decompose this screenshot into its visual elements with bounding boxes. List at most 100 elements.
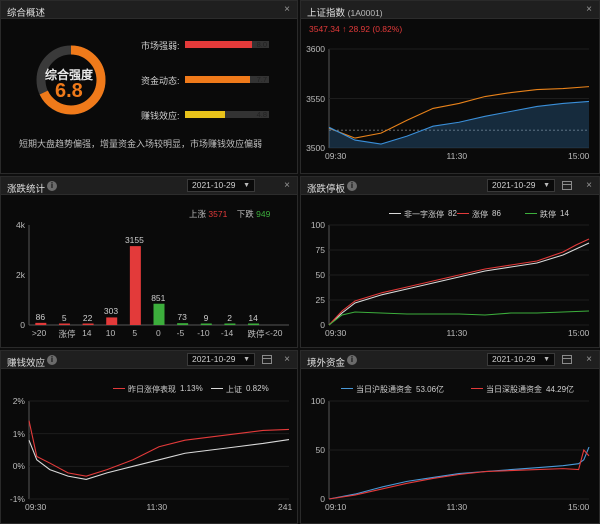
close-icon[interactable]: × bbox=[586, 354, 592, 365]
stats-title: 涨跌统计 bbox=[7, 184, 46, 195]
metric-label: 赚钱效应: bbox=[141, 111, 180, 121]
stats-header: 涨跌统计 i 2021-10-29 ▼ × bbox=[1, 177, 297, 195]
x-tick-label: 09:10 bbox=[325, 502, 347, 512]
x-tick-label: 09:30 bbox=[325, 151, 347, 161]
series-line bbox=[328, 310, 590, 326]
x-tick-label: -5 bbox=[176, 328, 185, 338]
y-tick-label: 100 bbox=[310, 220, 325, 230]
up-count: 3571 bbox=[208, 209, 228, 219]
close-icon[interactable]: × bbox=[586, 180, 592, 191]
profit-panel: 赚钱效应 i 2021-10-29 ▼ × 昨日涨停表现 1.13% 上证 0.82%… bbox=[0, 350, 298, 524]
legend-swatch bbox=[389, 213, 401, 214]
x-tick-label: 5 bbox=[132, 328, 138, 338]
y-tick-label: 4k bbox=[16, 220, 25, 230]
x-tick-label: 11:30 bbox=[446, 502, 468, 512]
down-label: 下跌 bbox=[236, 209, 254, 219]
y-tick-label: 0 bbox=[320, 494, 325, 504]
close-icon[interactable]: × bbox=[284, 180, 290, 191]
legend-name: 跌停 bbox=[540, 210, 556, 219]
legend-name: 昨日涨停表现 bbox=[128, 385, 176, 394]
bar-value-label: 73 bbox=[177, 312, 187, 323]
y-tick-label: 50 bbox=[315, 445, 325, 455]
bar-value-label: 22 bbox=[82, 312, 93, 323]
overview-header: 综合概述 × bbox=[1, 1, 297, 19]
x-tick-label: 241 bbox=[278, 502, 293, 512]
x-tick-label: 15:00 bbox=[568, 328, 590, 338]
bar bbox=[248, 323, 260, 325]
legend-name: 当日深股通资金 bbox=[486, 385, 542, 394]
x-tick-label: 09:30 bbox=[25, 502, 47, 512]
window-icon[interactable] bbox=[262, 355, 272, 364]
bar-value-label: 86 bbox=[35, 311, 46, 322]
bar bbox=[129, 246, 141, 325]
index-quote: 3547.34 ↑ 28.92 (0.82%) bbox=[309, 24, 402, 34]
index-change: 28.92 bbox=[348, 24, 371, 34]
limit-header: 涨跌停板 i 2021-10-29 ▼ × bbox=[301, 177, 599, 195]
chevron-down-icon: ▼ bbox=[543, 182, 550, 189]
bar bbox=[35, 322, 47, 325]
metric-label: 市场强弱: bbox=[141, 41, 180, 51]
foreign-title: 境外资金 bbox=[307, 358, 346, 369]
up-arrow-icon: ↑ bbox=[342, 24, 347, 34]
x-tick-label: 11:30 bbox=[446, 151, 468, 161]
date-value: 2021-10-29 bbox=[192, 354, 236, 364]
chevron-down-icon: ▼ bbox=[243, 356, 250, 363]
y-tick-label: 0% bbox=[12, 461, 25, 472]
date-select[interactable]: 2021-10-29 ▼ bbox=[187, 353, 255, 366]
y-tick-label: 3600 bbox=[306, 44, 325, 54]
legend-value: 1.13% bbox=[180, 384, 203, 393]
x-tick-label: >20 bbox=[31, 328, 47, 338]
legend-value: 0.82% bbox=[246, 384, 269, 393]
info-icon[interactable]: i bbox=[347, 181, 357, 191]
close-icon[interactable]: × bbox=[284, 4, 290, 15]
legend-value: 44.29亿 bbox=[546, 385, 575, 394]
legend-swatch bbox=[525, 213, 537, 214]
x-tick-label: 11:30 bbox=[446, 328, 468, 338]
close-icon[interactable]: × bbox=[586, 4, 592, 15]
foreign-header: 境外资金 i 2021-10-29 ▼ × bbox=[301, 351, 599, 369]
bar-value-label: 303 bbox=[103, 306, 119, 317]
x-tick-label: 15:00 bbox=[568, 502, 590, 512]
info-icon[interactable]: i bbox=[47, 355, 57, 365]
close-icon[interactable]: × bbox=[284, 354, 290, 365]
bar-value-label: 3155 bbox=[124, 235, 144, 246]
date-select[interactable]: 2021-10-29 ▼ bbox=[487, 179, 555, 192]
metric-value: 8.0 bbox=[256, 40, 267, 49]
date-value: 2021-10-29 bbox=[492, 354, 536, 364]
x-tick-label: 11:30 bbox=[146, 502, 168, 512]
bar-value-label: 14 bbox=[248, 312, 258, 323]
x-tick-label: 15:00 bbox=[568, 151, 590, 161]
limit-panel: 涨跌停板 i 2021-10-29 ▼ × 非一字涨停 82 涨停 86 跌停 14 10… bbox=[300, 176, 600, 348]
stats-chart bbox=[28, 225, 289, 326]
legend-name: 上证 bbox=[226, 385, 242, 394]
legend-value: 14 bbox=[560, 209, 569, 218]
index-price: 3547.34 bbox=[309, 24, 340, 34]
overview-panel: 综合概述 × 综合强度 6.8 市场强弱: 8.0 资金动态: 7.7 赚钱效应: 4.8… bbox=[0, 0, 298, 174]
window-icon[interactable] bbox=[562, 355, 572, 364]
down-count: 949 bbox=[256, 209, 271, 219]
series-line bbox=[28, 439, 290, 480]
y-tick-label: 0 bbox=[320, 320, 325, 330]
bar bbox=[58, 323, 70, 325]
limit-chart bbox=[328, 224, 590, 326]
info-icon[interactable]: i bbox=[47, 181, 57, 191]
x-tick-label: 14 bbox=[82, 328, 92, 338]
window-icon[interactable] bbox=[562, 181, 572, 190]
bar bbox=[224, 323, 236, 325]
gauge-label: 综合强度 bbox=[45, 68, 94, 82]
info-icon[interactable]: i bbox=[347, 355, 357, 365]
bar-value-label: 851 bbox=[151, 292, 166, 303]
y-tick-label: 100 bbox=[310, 396, 325, 406]
date-select[interactable]: 2021-10-29 ▼ bbox=[187, 179, 255, 192]
profit-title: 赚钱效应 bbox=[7, 358, 46, 369]
bar-value-label: 5 bbox=[61, 312, 67, 323]
legend-value: 53.06亿 bbox=[416, 385, 445, 394]
metric-bar-fill bbox=[185, 76, 250, 83]
x-tick-label: -10 bbox=[197, 328, 210, 338]
x-tick-label: 10 bbox=[105, 328, 116, 338]
profit-header: 赚钱效应 i 2021-10-29 ▼ × bbox=[1, 351, 297, 369]
bar-value-label: 9 bbox=[203, 312, 209, 323]
series-line bbox=[28, 420, 290, 477]
x-tick-label: 涨停 bbox=[58, 329, 76, 339]
date-select[interactable]: 2021-10-29 ▼ bbox=[487, 353, 555, 366]
